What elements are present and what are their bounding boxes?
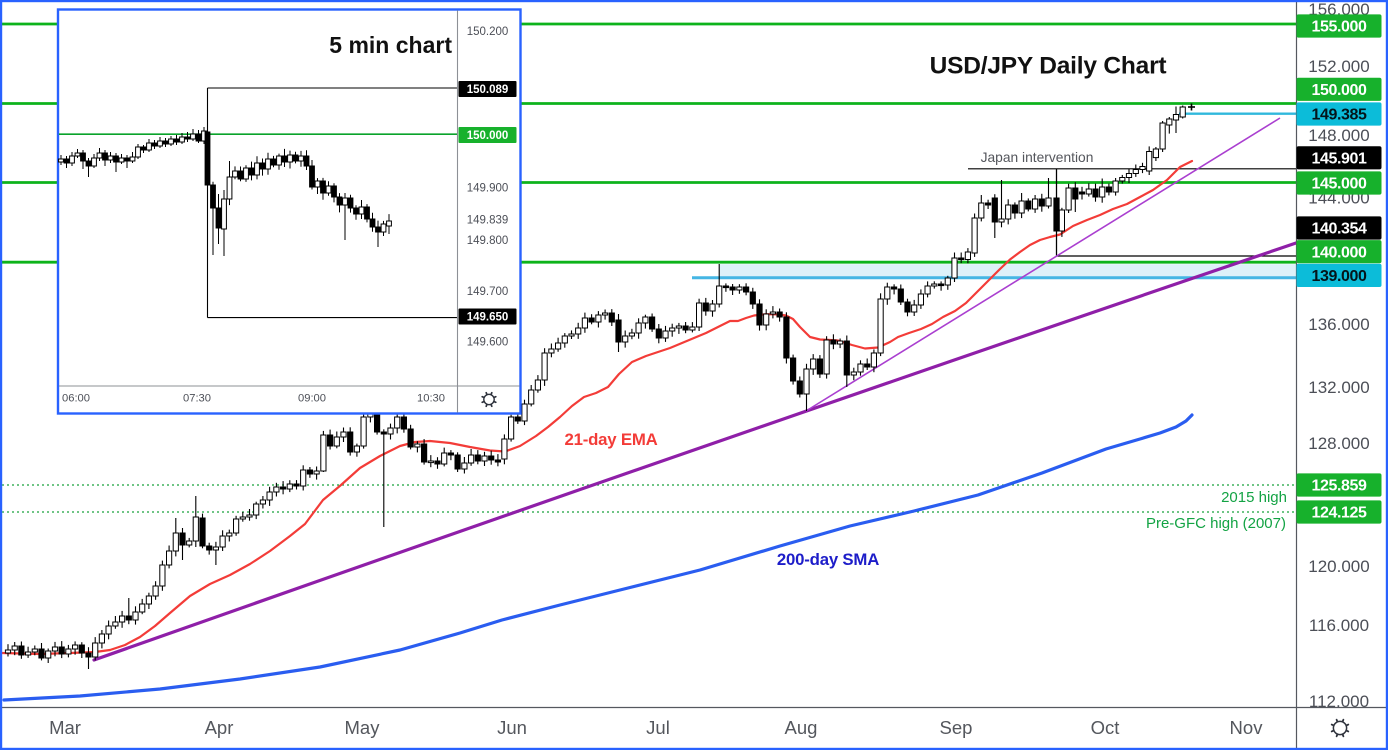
svg-text:149.385: 149.385 <box>1311 107 1367 124</box>
svg-text:125.859: 125.859 <box>1311 478 1367 495</box>
svg-text:5 min chart: 5 min chart <box>329 32 452 58</box>
svg-text:136.000: 136.000 <box>1308 315 1369 334</box>
svg-text:Nov: Nov <box>1230 717 1264 738</box>
svg-text:149.900: 149.900 <box>467 183 509 195</box>
svg-text:150.000: 150.000 <box>467 130 509 142</box>
svg-text:156.000: 156.000 <box>1308 0 1369 19</box>
svg-text:21-day EMA: 21-day EMA <box>564 430 657 449</box>
svg-text:Aug: Aug <box>785 717 818 738</box>
svg-text:128.000: 128.000 <box>1308 434 1369 453</box>
svg-text:Jun: Jun <box>497 717 527 738</box>
svg-text:132.000: 132.000 <box>1308 378 1369 397</box>
svg-text:139.000: 139.000 <box>1311 268 1367 285</box>
svg-text:Apr: Apr <box>205 717 234 738</box>
svg-text:124.125: 124.125 <box>1311 505 1367 522</box>
svg-text:155.000: 155.000 <box>1311 19 1367 36</box>
svg-text:200-day SMA: 200-day SMA <box>777 550 879 569</box>
svg-text:152.000: 152.000 <box>1308 57 1369 76</box>
svg-text:07:30: 07:30 <box>183 393 211 405</box>
svg-text:140.354: 140.354 <box>1311 221 1367 238</box>
svg-text:112.000: 112.000 <box>1309 692 1369 711</box>
svg-text:Japan intervention: Japan intervention <box>981 150 1094 165</box>
svg-text:May: May <box>345 717 381 738</box>
svg-text:Jul: Jul <box>646 717 670 738</box>
svg-text:148.000: 148.000 <box>1308 126 1369 145</box>
svg-text:Oct: Oct <box>1091 717 1120 738</box>
svg-text:150.089: 150.089 <box>467 84 509 96</box>
svg-text:150.000: 150.000 <box>1311 82 1367 99</box>
svg-text:149.839: 149.839 <box>467 215 509 227</box>
svg-text:Pre-GFC high (2007): Pre-GFC high (2007) <box>1146 515 1286 532</box>
svg-text:2015 high: 2015 high <box>1221 489 1287 506</box>
svg-text:116.000: 116.000 <box>1309 616 1369 635</box>
svg-text:10:30: 10:30 <box>417 393 445 405</box>
svg-text:120.000: 120.000 <box>1308 557 1369 576</box>
svg-text:149.650: 149.650 <box>467 312 509 324</box>
svg-text:06:00: 06:00 <box>62 393 90 405</box>
svg-text:149.800: 149.800 <box>467 235 509 247</box>
svg-text:Mar: Mar <box>49 717 81 738</box>
svg-text:145.901: 145.901 <box>1311 151 1367 168</box>
svg-text:Sep: Sep <box>940 717 973 738</box>
svg-text:09:00: 09:00 <box>298 393 326 405</box>
svg-text:145.000: 145.000 <box>1311 176 1367 193</box>
svg-text:150.200: 150.200 <box>467 26 509 38</box>
svg-text:149.700: 149.700 <box>467 286 509 298</box>
svg-text:140.000: 140.000 <box>1311 244 1367 261</box>
svg-text:USD/JPY Daily Chart: USD/JPY Daily Chart <box>930 53 1167 80</box>
svg-text:149.600: 149.600 <box>467 337 509 349</box>
